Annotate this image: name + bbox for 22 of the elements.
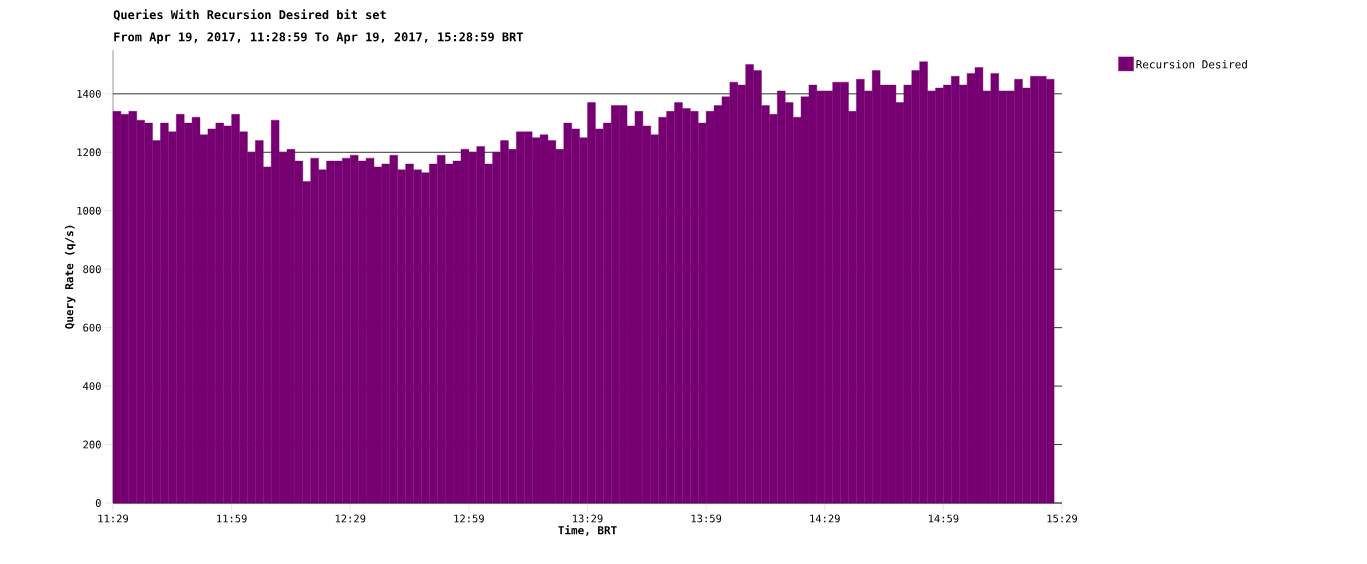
x-tick-label: 12:59 — [454, 514, 484, 523]
chart-subtitle: From Apr 19, 2017, 11:28:59 To Apr 19, 2017, 15:28:59 BRT — [114, 32, 523, 44]
y-tick-label: 1400 — [77, 89, 101, 98]
x-tick-label: 12:29 — [335, 514, 366, 523]
y-tick-label: 600 — [83, 323, 101, 332]
x-axis-title: Time, BRT — [558, 525, 617, 536]
x-tick-label: 11:59 — [217, 514, 247, 523]
x-tick-label: 11:29 — [98, 514, 129, 523]
x-tick-label: 15:29 — [1047, 514, 1078, 523]
y-tick-label: 1200 — [77, 148, 101, 157]
x-tick-label: 13:59 — [691, 514, 722, 523]
y-axis-title: Query Rate (q/s) — [64, 225, 76, 329]
chart-title: Queries With Recursion Desired bit set — [113, 9, 386, 21]
legend-label: Recursion Desired — [1136, 60, 1247, 69]
y-tick-label: 400 — [83, 382, 101, 391]
y-tick-label: 0 — [95, 499, 101, 507]
y-tick-label: 800 — [83, 265, 101, 274]
y-tick-label: 1000 — [77, 206, 101, 215]
x-tick-label: 13:29 — [573, 514, 603, 523]
x-tick-label: 14:29 — [810, 514, 840, 523]
y-tick-label: 200 — [83, 440, 101, 449]
x-tick-label: 14:59 — [928, 514, 959, 523]
